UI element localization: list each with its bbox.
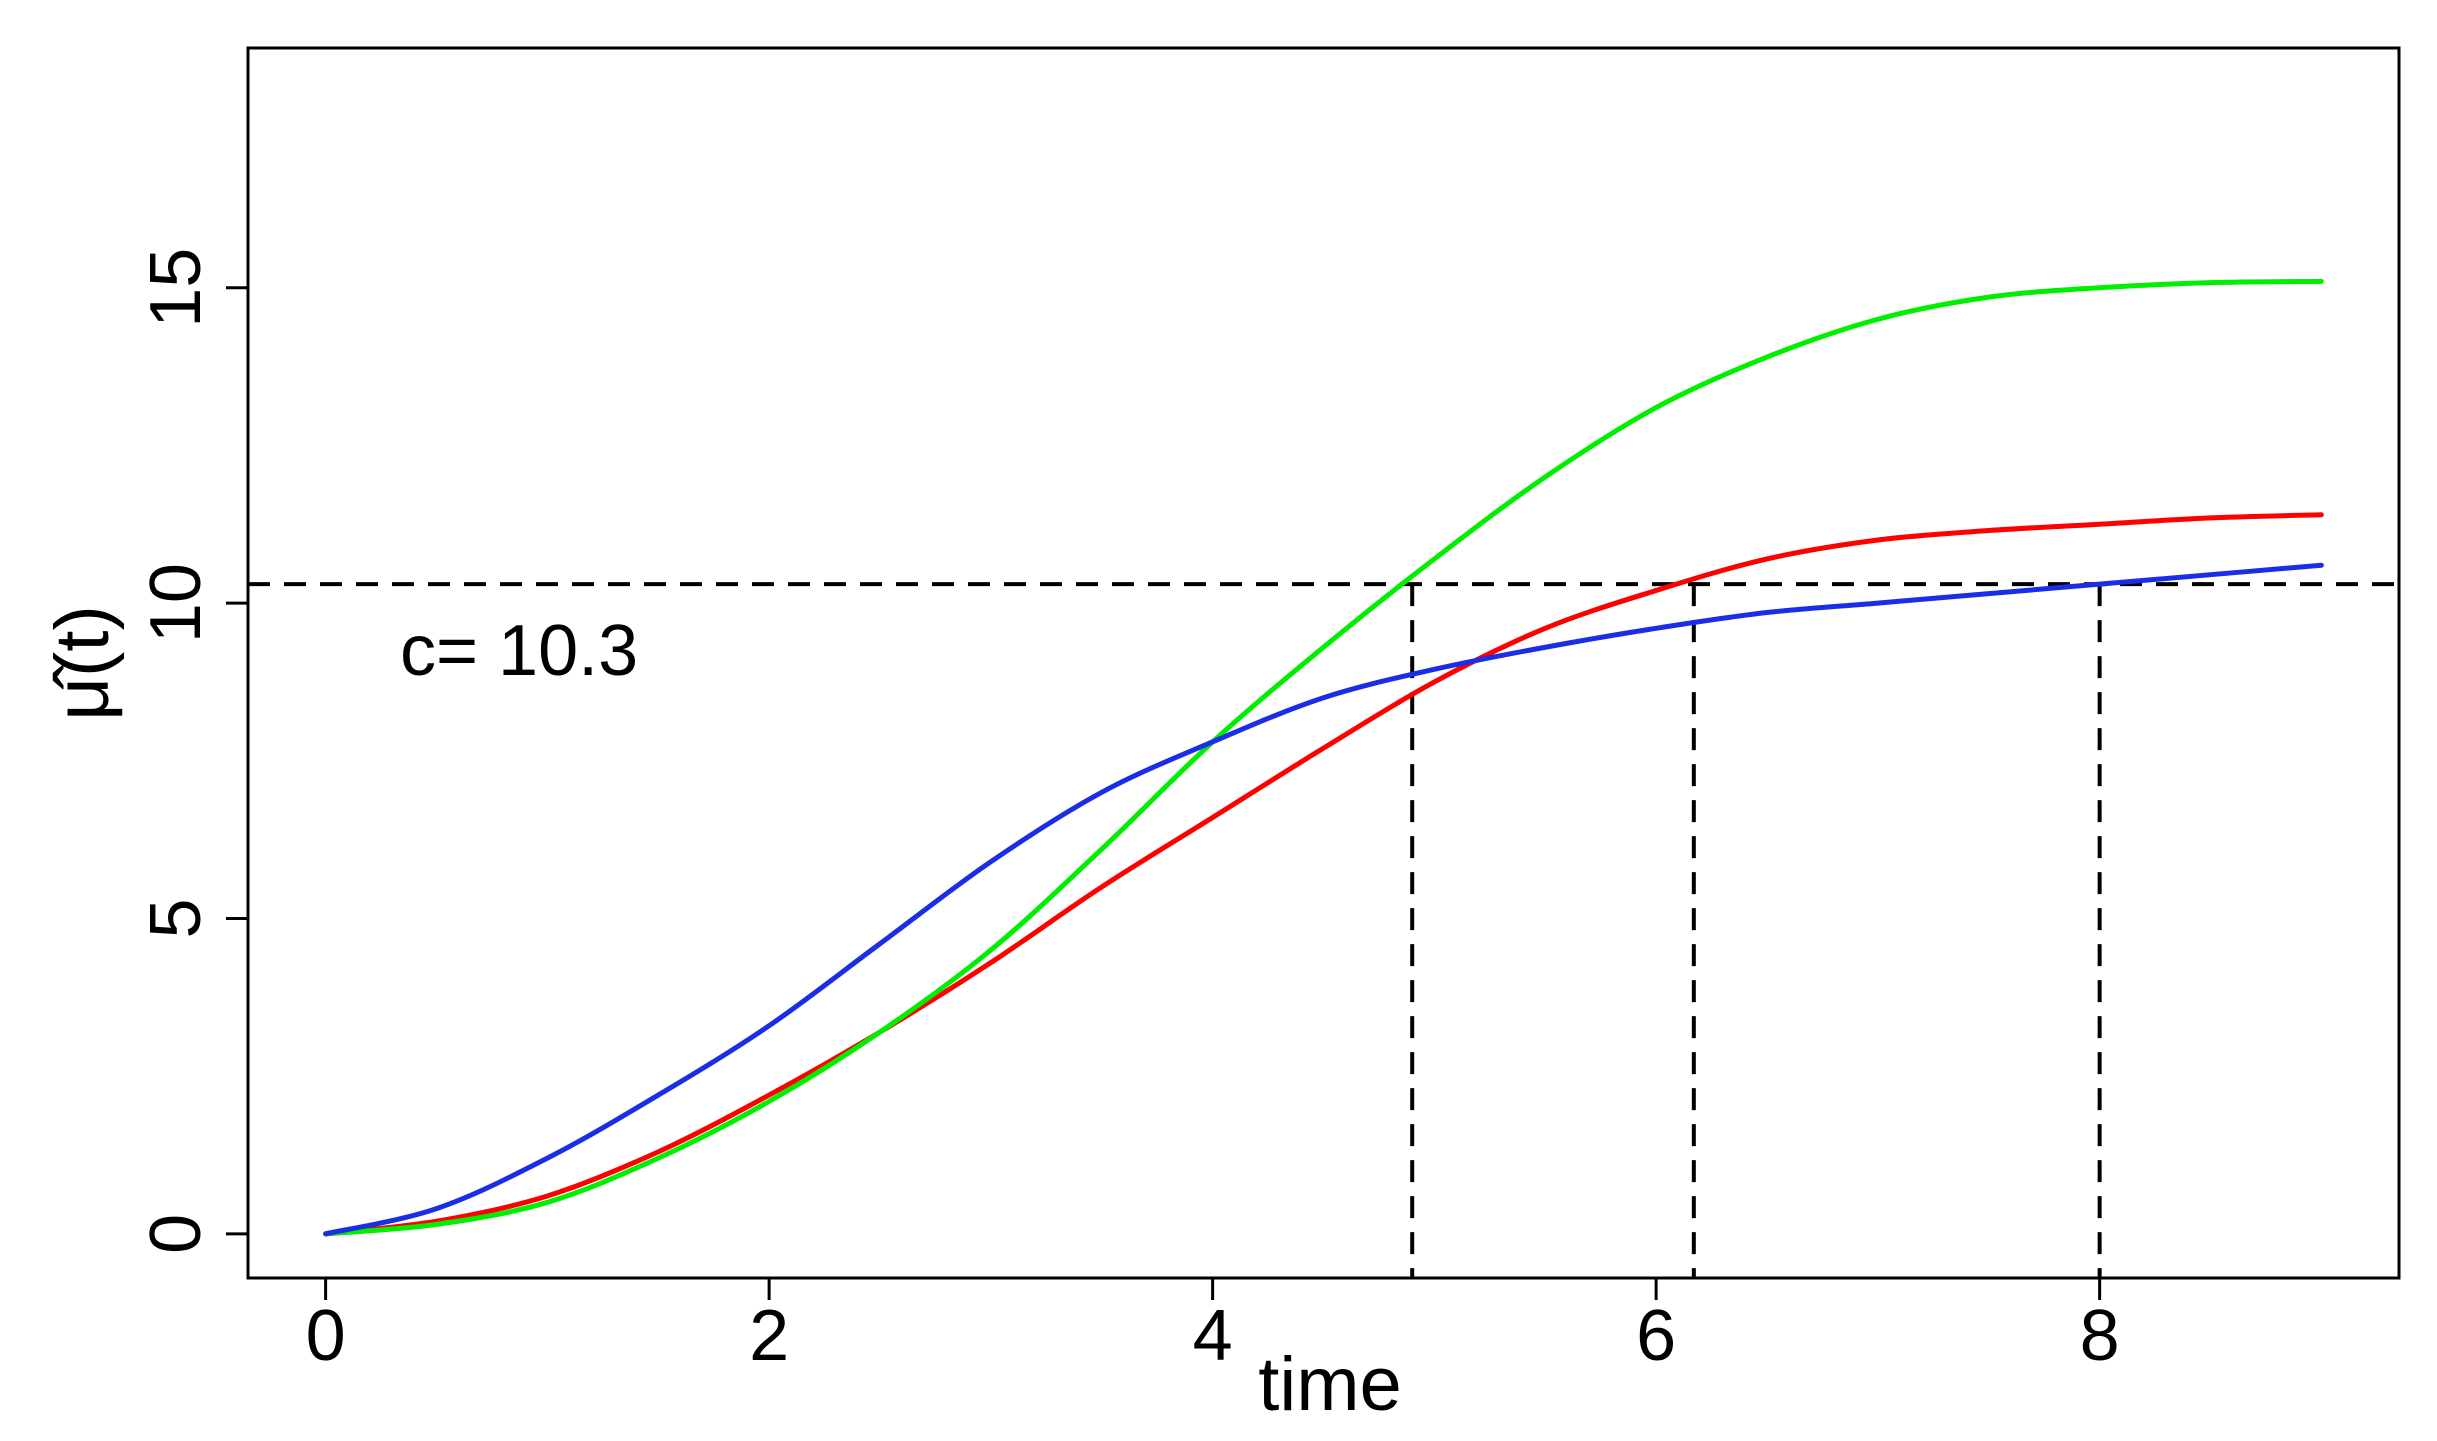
series-line-3 [323,562,2324,1237]
x-tick-label: 0 [306,1296,346,1376]
threshold-annotation: c= 10.3 [400,611,638,691]
y-tick-label: 15 [136,248,216,328]
y-tick-label: 0 [136,1214,216,1254]
x-axis: 0 2 4 6 8 [306,1276,2120,1376]
x-tick-label: 4 [1193,1296,1233,1376]
threshold-lines [248,582,2399,1278]
y-tick-label: 10 [136,563,216,643]
y-axis-label: μ̂(t) [40,605,125,721]
x-axis-label: time [1258,1342,1402,1427]
x-tick-label: 8 [2080,1296,2120,1376]
series-layer [323,278,2324,1237]
y-axis: 0 5 10 15 [136,248,250,1254]
series-line-1 [323,512,2324,1237]
x-tick-label: 2 [749,1296,789,1376]
x-tick-label: 6 [1636,1296,1676,1376]
series-line-2 [323,278,2324,1237]
y-tick-label: 5 [136,898,216,938]
